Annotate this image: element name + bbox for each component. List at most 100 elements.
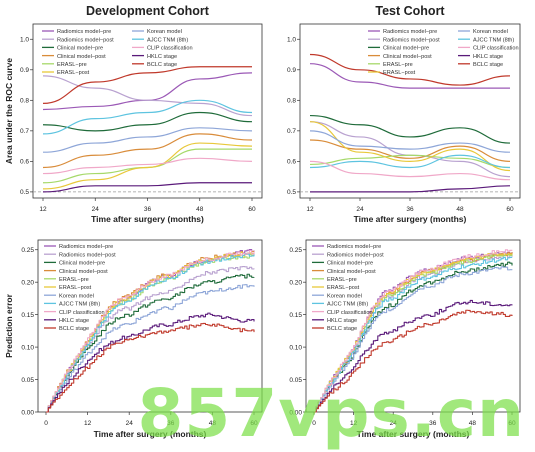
- x-tick-label: 24: [126, 420, 134, 427]
- legend-label: HKLC stage: [473, 54, 503, 60]
- legend-label: ERASL−post: [57, 70, 90, 76]
- chart-title: Test Cohort: [375, 4, 445, 18]
- x-axis-label: Time after surgery (months): [357, 429, 470, 439]
- y-tick-label: 0.9: [20, 67, 29, 74]
- x-tick-label: 60: [250, 420, 258, 427]
- legend-label: ERASL−pre: [327, 277, 357, 283]
- y-tick-label: 0.15: [21, 312, 34, 319]
- chart-panel-1: Development Cohort 0.5 0.6 0.7 0.8 0.9 1.0 12 24…: [4, 4, 263, 224]
- y-tick-label: 0.20: [21, 279, 34, 286]
- legend-label: Radiomics model−pre: [59, 244, 113, 250]
- y-tick-label: 0.05: [21, 377, 34, 384]
- chart-title: Development Cohort: [86, 4, 210, 18]
- legend-label: Radiomics model−post: [383, 37, 440, 43]
- y-tick-label: 1.0: [287, 37, 296, 44]
- legend-label: ERASL−post: [327, 285, 360, 291]
- x-axis-label: Time after surgery (months): [94, 429, 207, 439]
- x-tick-label: 24: [356, 206, 364, 213]
- x-tick-label: 24: [92, 206, 100, 213]
- legend-label: HKLC stage: [147, 54, 177, 60]
- x-tick-label: 12: [39, 206, 47, 213]
- legend-label: Clinical model−post: [383, 54, 432, 60]
- legend-label: Radiomics model−post: [59, 252, 116, 258]
- legend-label: Radiomics model−pre: [383, 29, 437, 35]
- legend-label: HKLC stage: [327, 318, 357, 324]
- plot-frame: [305, 239, 521, 413]
- x-tick-label: 48: [196, 206, 204, 213]
- x-tick-label: 0: [44, 420, 48, 427]
- x-tick-label: 24: [390, 420, 398, 427]
- x-tick-label: 60: [506, 206, 514, 213]
- chart-panel-4: 0.00 0.05 0.10 0.15 0.20 0.25 0 12 24 36 48 60 Time …: [289, 239, 521, 439]
- y-tick-label: 0.05: [289, 377, 302, 384]
- x-tick-label: 12: [306, 206, 314, 213]
- x-tick-label: 36: [429, 420, 437, 427]
- legend-label: CLIP classification: [473, 46, 519, 52]
- series-line-5: [309, 154, 511, 169]
- x-tick-label: 60: [248, 206, 256, 213]
- series-line-9: [309, 160, 511, 181]
- x-axis-label: Time after surgery (months): [354, 214, 467, 224]
- legend-label: Clinical model−post: [327, 269, 376, 275]
- series-line-9: [314, 249, 513, 413]
- legend-label: ERASL−pre: [59, 277, 89, 283]
- legend-label: Korean model: [147, 29, 182, 35]
- legend-label: HKLC stage: [59, 318, 89, 324]
- legend-label: BCLC stage: [327, 326, 357, 332]
- y-axis-label: Prediction error: [4, 293, 14, 357]
- legend-label: Clinical model−pre: [327, 261, 373, 267]
- legend-label: ERASL−pre: [383, 62, 413, 68]
- legend-label: Radiomics model−pre: [327, 244, 381, 250]
- y-tick-label: 0.15: [289, 312, 302, 319]
- y-tick-label: 1.0: [20, 37, 29, 44]
- series-line-3: [42, 111, 253, 132]
- series-line-10: [42, 182, 252, 193]
- x-tick-label: 12: [350, 420, 358, 427]
- y-tick-label: 0.10: [21, 344, 34, 351]
- legend-label: Radiomics model−post: [57, 37, 114, 43]
- series-line-6: [309, 121, 511, 172]
- legend-label: AJCC TNM (8th): [327, 302, 368, 308]
- x-tick-label: 48: [209, 420, 217, 427]
- y-tick-label: 0.25: [21, 247, 34, 254]
- series-line-6: [42, 142, 253, 190]
- series-line-11: [314, 309, 513, 413]
- y-tick-label: 0.10: [289, 344, 302, 351]
- series-line-10: [314, 299, 513, 413]
- y-tick-label: 0.6: [20, 159, 29, 166]
- legend-label: ERASL−post: [59, 285, 92, 291]
- y-tick-label: 0.8: [287, 98, 296, 105]
- legend-label: BCLC stage: [59, 326, 89, 332]
- series-line-11: [46, 322, 255, 413]
- series-line-5: [42, 148, 253, 184]
- x-tick-label: 36: [167, 420, 175, 427]
- y-tick-label: 0.6: [287, 159, 296, 166]
- series-line-7: [314, 266, 513, 413]
- plot-frame: [37, 239, 263, 413]
- legend-label: ERASL−post: [383, 70, 416, 76]
- series-line-11: [309, 53, 511, 86]
- y-tick-label: 0.5: [287, 189, 296, 196]
- legend-label: Korean model: [327, 293, 362, 299]
- x-axis-label: Time after surgery (months): [91, 214, 204, 224]
- series-line-7: [42, 127, 253, 153]
- chart-panel-2: Test Cohort 0.5 0.6 0.7 0.8 0.9 1.0 12 24 36 48 60 T…: [287, 4, 521, 224]
- legend-label: CLIP classification: [59, 310, 105, 316]
- legend-label: BCLC stage: [473, 62, 503, 68]
- y-tick-label: 0.20: [289, 279, 302, 286]
- y-tick-label: 0.7: [20, 128, 29, 135]
- series-line-8: [42, 99, 253, 135]
- y-tick-label: 0.25: [289, 247, 302, 254]
- x-tick-label: 36: [144, 206, 152, 213]
- chart-panel-3: 0.00 0.05 0.10 0.15 0.20 0.25 0 12 24 36 48 60 Time …: [4, 239, 263, 439]
- legend-label: Clinical model−pre: [59, 261, 105, 267]
- y-tick-label: 0.9: [287, 67, 296, 74]
- x-tick-label: 48: [469, 420, 477, 427]
- series-line-11: [42, 66, 252, 104]
- legend-label: Clinical model−post: [57, 54, 106, 60]
- legend-label: Clinical model−post: [59, 269, 108, 275]
- series-line-3: [309, 114, 511, 144]
- legend-label: CLIP classification: [327, 310, 373, 316]
- series-line-9: [42, 157, 253, 175]
